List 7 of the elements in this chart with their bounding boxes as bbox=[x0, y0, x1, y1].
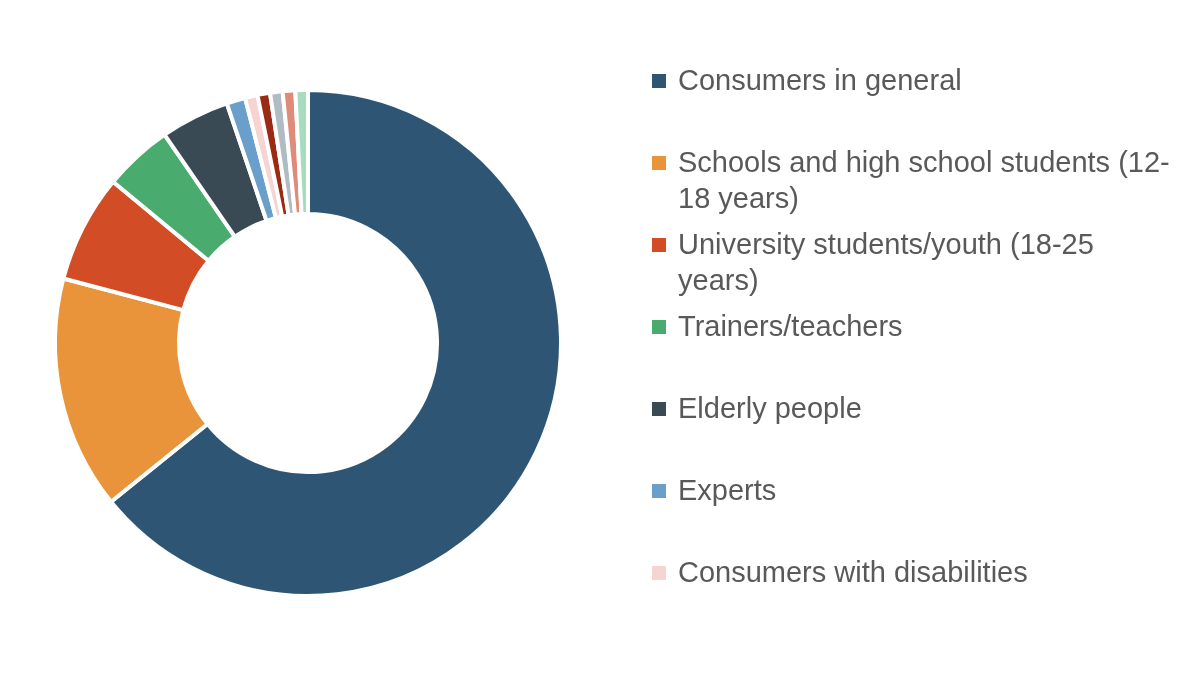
legend-label: Elderly people bbox=[678, 391, 862, 426]
legend-label: Trainers/teachers bbox=[678, 309, 903, 344]
legend-label: Experts bbox=[678, 473, 777, 508]
legend-label: Consumers in general bbox=[678, 63, 962, 98]
legend-label: Consumers with disabilities bbox=[678, 555, 1028, 590]
legend-label: Schools and high school students (12-18 years) bbox=[678, 145, 1171, 216]
legend-label: University students/youth (18-25 years) bbox=[678, 227, 1095, 298]
